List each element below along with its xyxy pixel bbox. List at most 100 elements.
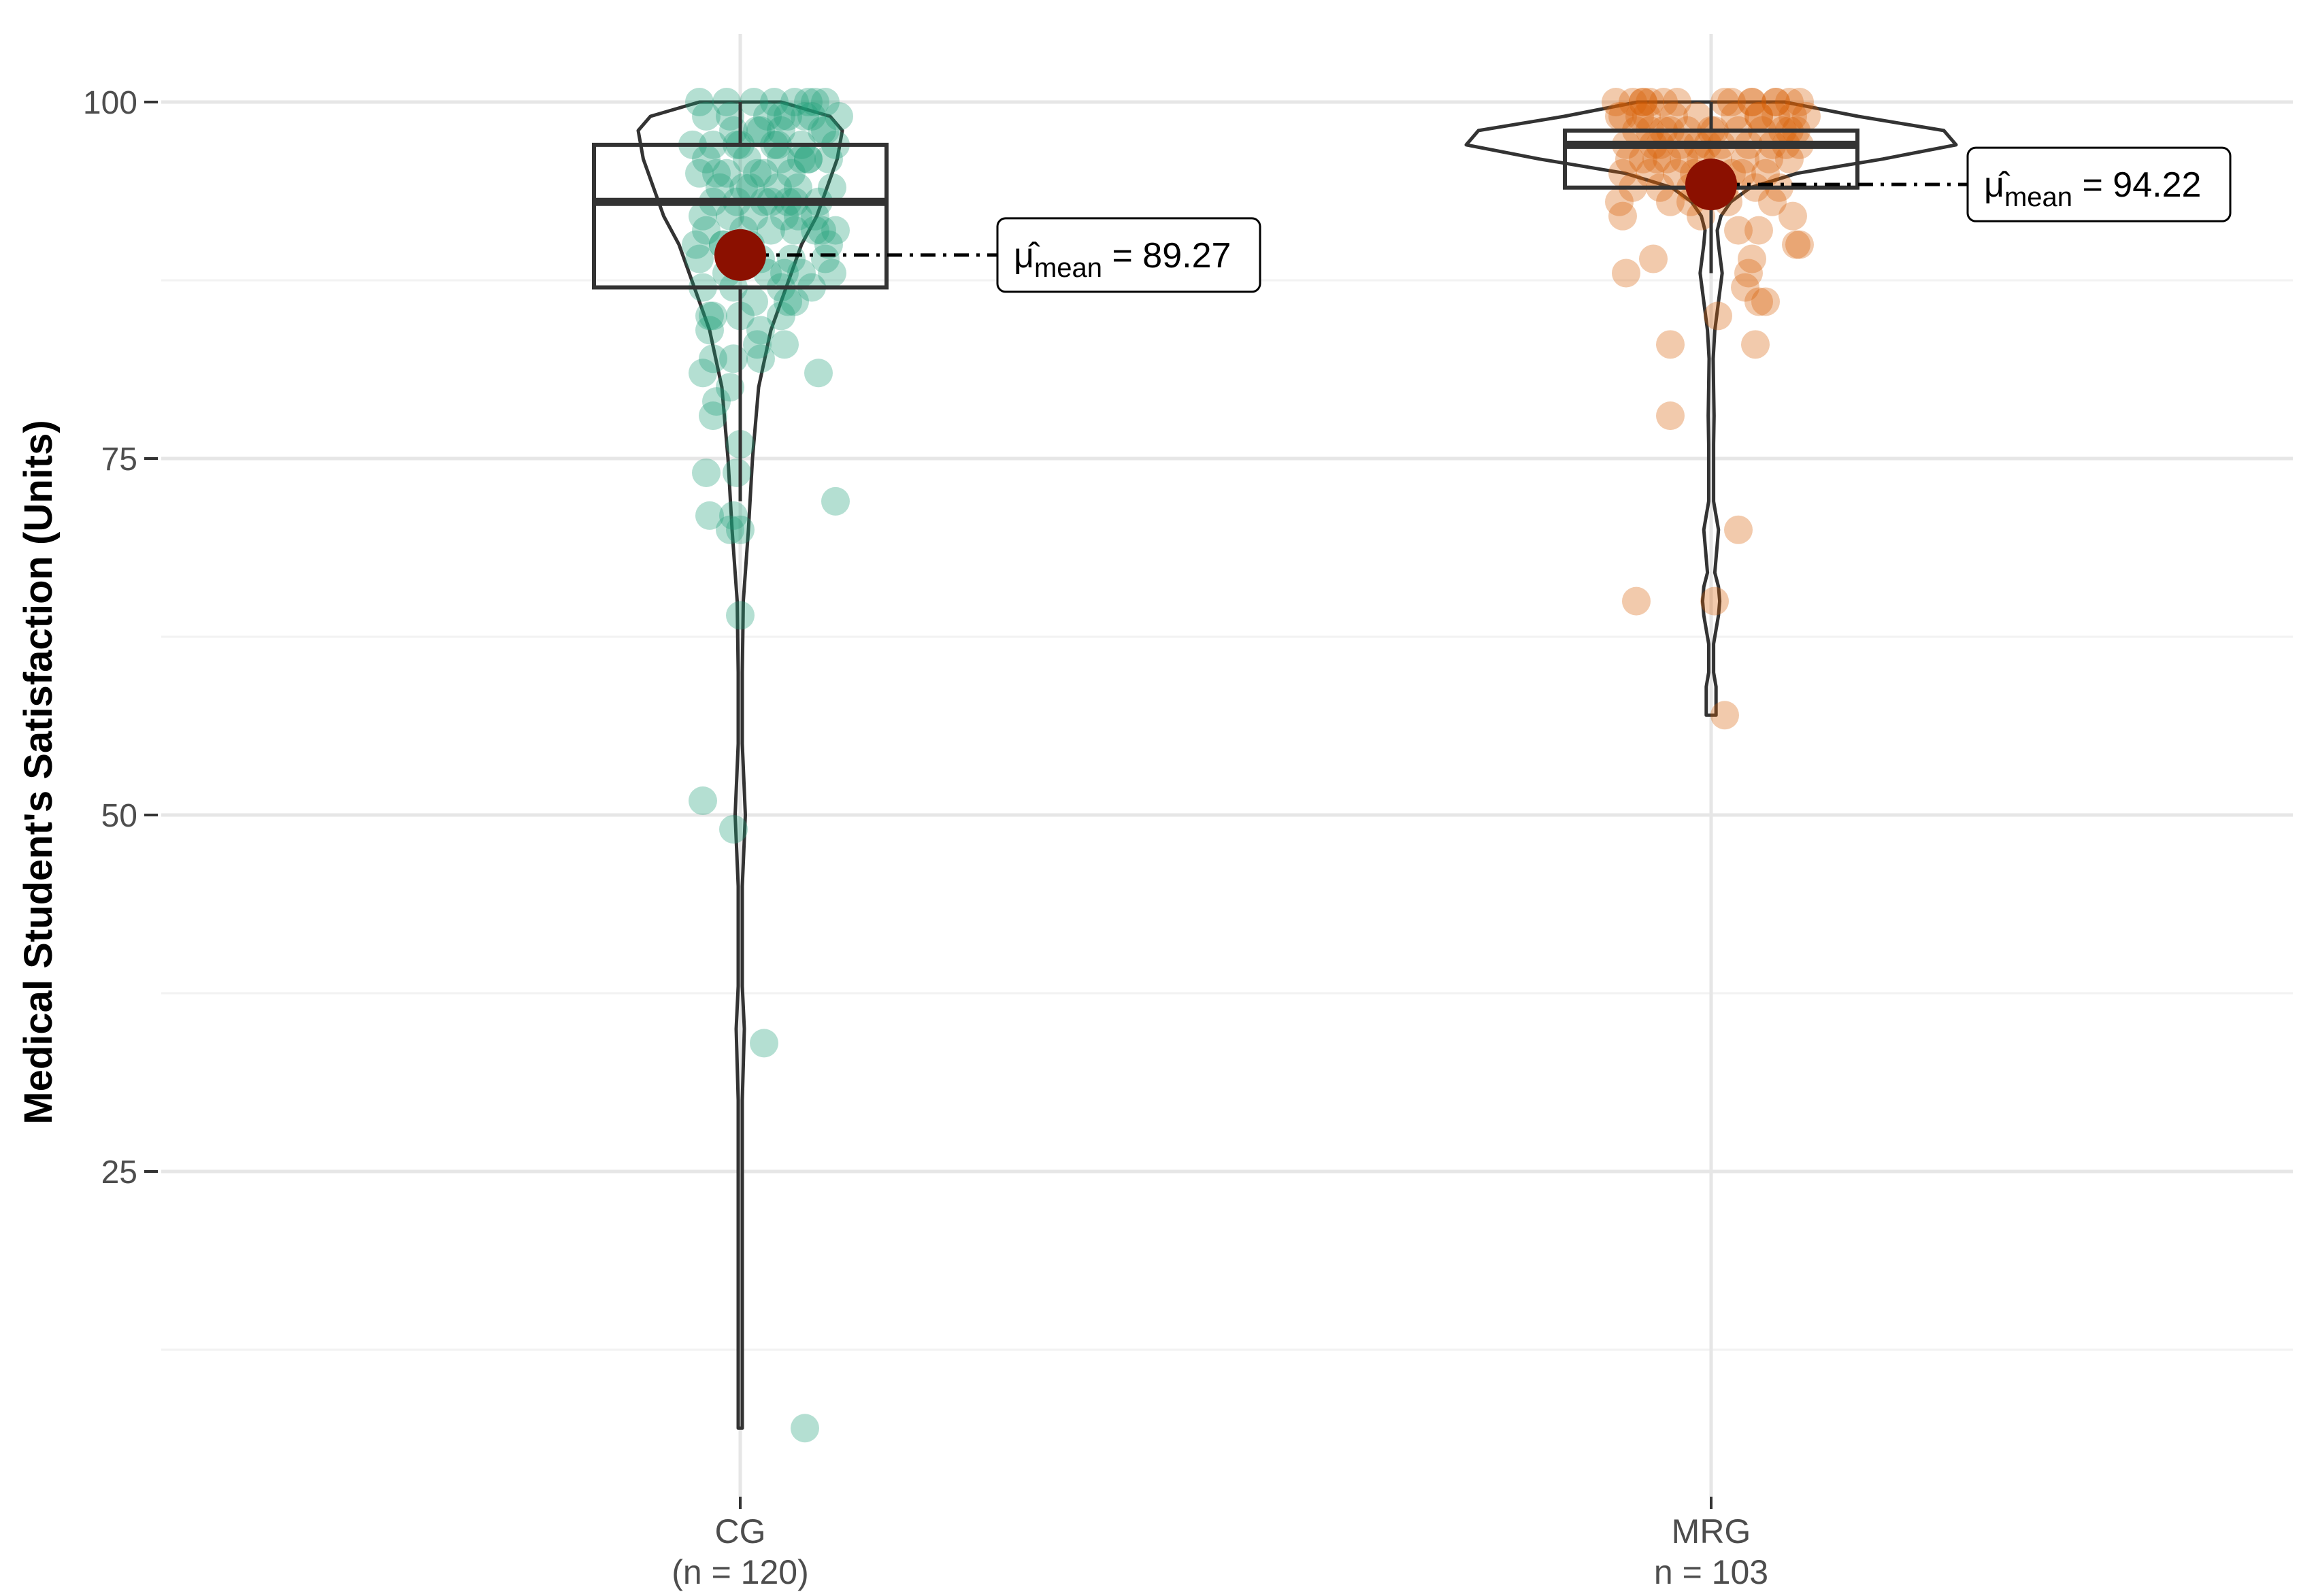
- data-point-cg: [770, 330, 799, 359]
- data-point-cg: [770, 201, 799, 231]
- data-point-cg: [746, 316, 775, 345]
- data-point-cg: [695, 501, 724, 530]
- data-point-cg: [692, 101, 721, 131]
- data-point-cg: [689, 359, 717, 388]
- y-tick-label: 50: [101, 798, 137, 834]
- data-point-mrg: [1710, 88, 1739, 116]
- data-point-cg: [726, 515, 755, 544]
- data-point-mrg: [1744, 216, 1773, 245]
- data-point-cg: [784, 201, 812, 231]
- data-point-cg: [767, 116, 795, 145]
- data-point-cg: [767, 301, 795, 331]
- data-point-cg: [757, 216, 785, 245]
- data-point-mrg: [1639, 244, 1668, 273]
- mean-subscript: mean: [2004, 182, 2072, 212]
- data-point-cg: [814, 230, 843, 259]
- mean-subscript: mean: [1034, 253, 1102, 283]
- data-point-mrg: [1700, 586, 1729, 616]
- data-point-mrg: [1656, 330, 1685, 359]
- data-point-mrg: [1605, 101, 1634, 131]
- data-point-cg: [712, 88, 741, 116]
- data-point-mrg: [1751, 287, 1780, 316]
- data-point-mrg: [1625, 101, 1654, 131]
- data-point-mrg: [1751, 159, 1780, 188]
- data-point-cg: [682, 230, 710, 259]
- data-point-cg: [767, 101, 795, 131]
- data-point-cg: [695, 316, 724, 345]
- data-point-cg: [821, 486, 850, 516]
- data-point-cg: [767, 144, 795, 173]
- data-point-cg: [702, 387, 731, 416]
- data-point-cg: [702, 159, 731, 188]
- y-axis: 25 50 75 100: [83, 85, 158, 1191]
- data-point-mrg: [1761, 88, 1790, 116]
- data-point-cg: [692, 458, 721, 487]
- data-point-cg: [729, 173, 758, 202]
- data-point-cg: [695, 301, 724, 331]
- data-point-cg: [794, 144, 823, 173]
- mean-point: [1685, 159, 1737, 211]
- y-axis-label: Medical Student's Satisfaction (Units): [16, 420, 61, 1124]
- data-point-mrg: [1663, 88, 1691, 116]
- data-point-mrg: [1656, 187, 1685, 216]
- data-point-cg: [716, 201, 744, 231]
- data-point-cg: [726, 601, 755, 630]
- data-point-mrg: [1612, 259, 1640, 288]
- data-point-mrg: [1717, 88, 1746, 116]
- data-point-cg: [736, 173, 765, 202]
- data-point-mrg: [1629, 88, 1657, 116]
- data-point-mrg: [1731, 144, 1759, 173]
- data-point-mrg: [1632, 101, 1661, 131]
- data-point-mrg: [1704, 301, 1732, 331]
- x-tick-count: (n = 120): [672, 1553, 809, 1591]
- data-point-mrg: [1755, 144, 1783, 173]
- x-tick-label: MRG: [1672, 1512, 1751, 1550]
- data-point-mrg: [1775, 88, 1804, 116]
- data-point-cg: [804, 359, 833, 388]
- data-point-cg: [719, 814, 748, 844]
- data-point-mrg: [1779, 101, 1807, 131]
- data-point-cg: [818, 173, 846, 202]
- y-tick-label: 75: [101, 442, 137, 478]
- data-point-cg: [685, 244, 714, 273]
- data-point-cg: [743, 116, 772, 145]
- plot-panel: μ̂mean = 89.27 μ̂mean = 94.22: [161, 34, 2293, 1497]
- data-point-cg: [808, 116, 836, 145]
- data-point-mrg: [1608, 101, 1637, 131]
- data-point-cg: [699, 344, 727, 373]
- data-point-mrg: [1741, 330, 1770, 359]
- data-point-cg: [706, 173, 734, 202]
- data-point-cg: [750, 159, 778, 188]
- data-point-cg: [712, 159, 741, 188]
- x-tick-count: n = 103: [1654, 1553, 1768, 1591]
- data-point-cg: [716, 515, 744, 544]
- data-point-mrg: [1724, 515, 1753, 544]
- data-point-cg: [774, 287, 802, 316]
- data-point-cg: [791, 1414, 819, 1443]
- data-point-mrg: [1721, 101, 1749, 131]
- data-point-cg: [685, 159, 714, 188]
- data-point-cg: [746, 116, 775, 145]
- data-point-mrg: [1636, 159, 1664, 188]
- y-tick-label: 100: [83, 85, 137, 121]
- data-point-mrg: [1608, 159, 1637, 188]
- y-tick-label: 25: [101, 1154, 137, 1191]
- data-point-cg: [753, 101, 782, 131]
- data-point-cg: [743, 330, 772, 359]
- data-point-cg: [770, 259, 799, 288]
- grid: [161, 34, 2293, 1497]
- data-point-mrg: [1605, 187, 1634, 216]
- data-point-cg: [777, 244, 806, 273]
- data-point-cg: [740, 287, 768, 316]
- data-point-cg: [740, 88, 768, 116]
- x-tick-label: CG: [715, 1512, 766, 1550]
- mean-point: [714, 229, 766, 281]
- data-point-cg: [801, 201, 829, 231]
- data-point-cg: [760, 88, 789, 116]
- data-point-mrg: [1670, 144, 1698, 173]
- data-point-mrg: [1608, 201, 1637, 231]
- data-point-mrg: [1792, 101, 1821, 131]
- data-point-cg: [716, 373, 744, 402]
- data-point-mrg: [1659, 101, 1688, 131]
